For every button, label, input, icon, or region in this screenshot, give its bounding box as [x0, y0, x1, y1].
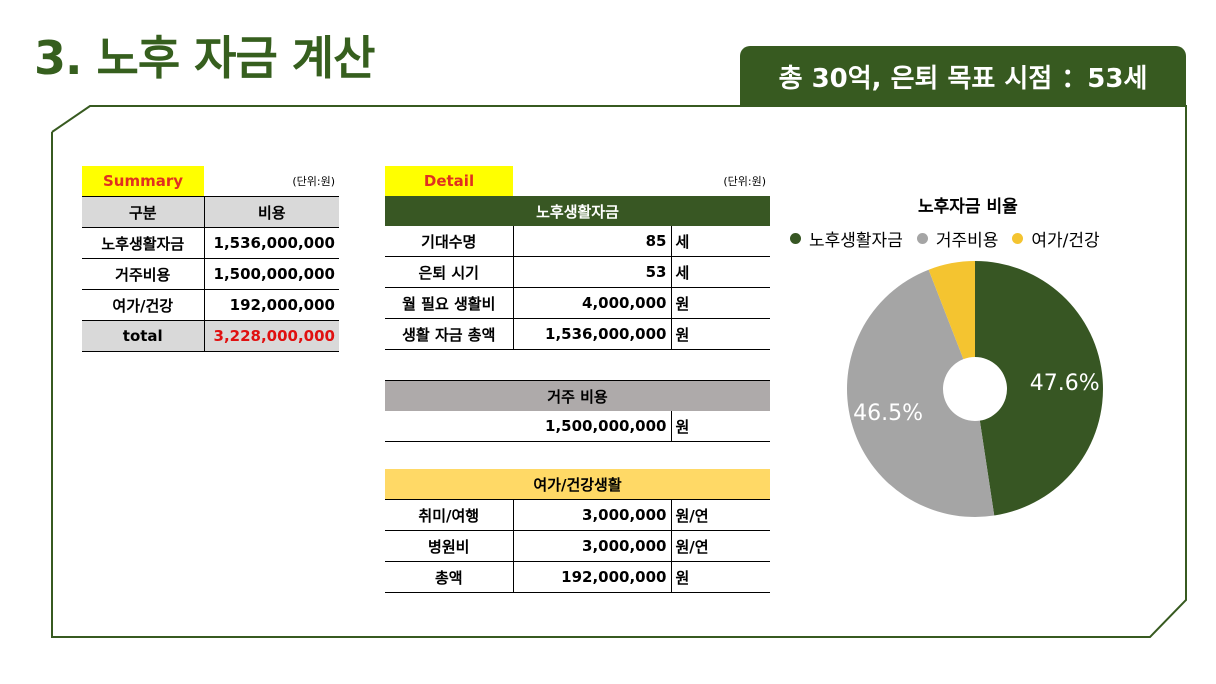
detail-header: Detail	[385, 166, 513, 196]
leisure-section-title: 여가/건강생활	[385, 469, 770, 500]
row-value: 1,536,000,000	[513, 318, 672, 350]
detail-living-table: Detail (단위:원) 노후생활자금 기대수명 85 세 은퇴 시기 53 …	[385, 166, 770, 350]
housing-value: 1,500,000,000	[513, 411, 672, 442]
table-row: 1,500,000,000 원	[385, 411, 770, 442]
row-value: 53	[513, 256, 672, 288]
legend-label: 여가/건강	[1031, 231, 1100, 251]
summary-col-category: 구분	[82, 196, 205, 228]
summary-row-label: 노후생활자금	[82, 227, 205, 259]
pie-data-label: 47.6%	[1030, 371, 1100, 396]
legend-item: 거주비용	[916, 226, 999, 251]
detail-unit: (단위:원)	[723, 175, 766, 188]
pie-slice	[846, 269, 995, 517]
summary-col-cost: 비용	[204, 196, 339, 228]
table-row: 기대수명 85 세	[385, 226, 770, 257]
row-value: 192,000,000	[513, 561, 672, 593]
pie-slice	[975, 261, 1103, 516]
living-section-title: 노후생활자금	[385, 196, 770, 226]
summary-unit: (단위:원)	[292, 175, 335, 188]
row-unit: 원	[671, 561, 770, 593]
row-label: 월 필요 생활비	[385, 287, 514, 319]
pie-data-label: 46.5%	[853, 401, 923, 426]
summary-row-label: 여가/건강	[82, 289, 205, 321]
legend-marker	[1012, 233, 1024, 244]
pie-chart: 47.6% 46.5%	[846, 261, 1103, 517]
table-row: 여가/건강 192,000,000	[82, 289, 339, 321]
summary-table: Summary (단위:원) 구분 비용 노후생활자금 1,536,000,00…	[82, 166, 339, 352]
legend-label: 노후생활자금	[809, 231, 903, 251]
row-label: 기대수명	[385, 226, 514, 257]
row-label: 은퇴 시기	[385, 256, 514, 288]
row-unit: 원	[671, 318, 770, 350]
row-unit: 세	[671, 226, 770, 257]
row-label: 병원비	[385, 530, 514, 562]
summary-row-value: 192,000,000	[204, 289, 339, 321]
row-unit: 원	[671, 287, 770, 319]
chart-legend: 노후생활자금 거주비용 여가/건강	[790, 226, 1100, 251]
row-unit: 원/연	[671, 499, 770, 531]
table-row: 총액 192,000,000 원	[385, 561, 770, 593]
table-row: 월 필요 생활비 4,000,000 원	[385, 287, 770, 319]
summary-row-label: 거주비용	[82, 258, 205, 290]
table-row: 거주비용 1,500,000,000	[82, 258, 339, 290]
legend-item: 노후생활자금	[790, 226, 903, 251]
housing-unit: 원	[671, 411, 770, 442]
row-value: 3,000,000	[513, 499, 672, 531]
pie-slice	[928, 261, 975, 360]
summary-total-value: 3,228,000,000	[204, 320, 339, 352]
housing-section-title: 거주 비용	[385, 380, 770, 411]
legend-marker	[790, 233, 801, 244]
table-row: 취미/여행 3,000,000 원/연	[385, 499, 770, 531]
summary-row-value: 1,500,000,000	[204, 258, 339, 290]
row-unit: 원/연	[671, 530, 770, 562]
page-title: 3. 노후 자금 계산	[34, 31, 375, 85]
row-label: 취미/여행	[385, 499, 514, 531]
row-value: 85	[513, 226, 672, 257]
legend-item: 여가/건강	[1012, 226, 1100, 251]
table-row: 은퇴 시기 53 세	[385, 256, 770, 288]
chart-title: 노후자금 비율	[918, 197, 1018, 217]
row-label: 생활 자금 총액	[385, 318, 514, 350]
detail-housing-table: 거주 비용 1,500,000,000 원	[385, 380, 770, 442]
table-row: 노후생활자금 1,536,000,000	[82, 227, 339, 259]
row-unit: 세	[671, 256, 770, 288]
summary-total-row: total 3,228,000,000	[82, 320, 339, 352]
detail-leisure-table: 여가/건강생활 취미/여행 3,000,000 원/연 병원비 3,000,00…	[385, 469, 770, 593]
row-value: 3,000,000	[513, 530, 672, 562]
table-row: 생활 자금 총액 1,536,000,000 원	[385, 318, 770, 350]
row-label: 총액	[385, 561, 514, 593]
legend-label: 거주비용	[935, 231, 999, 251]
legend-marker	[916, 233, 928, 244]
summary-total-label: total	[82, 320, 205, 352]
summary-row-value: 1,536,000,000	[204, 227, 339, 259]
row-value: 4,000,000	[513, 287, 672, 319]
table-row: 병원비 3,000,000 원/연	[385, 530, 770, 562]
goal-badge: 총 30억, 은퇴 목표 시점 ：53세	[740, 46, 1186, 106]
summary-header: Summary	[82, 166, 204, 197]
